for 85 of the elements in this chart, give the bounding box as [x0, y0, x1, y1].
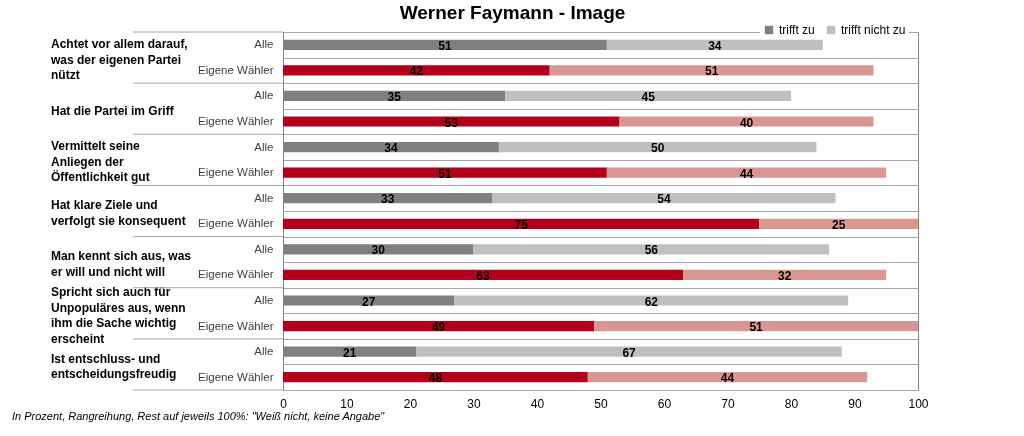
x-tick-label: 90: [848, 396, 862, 411]
data-label: 62: [644, 294, 659, 309]
data-label: 51: [749, 320, 764, 335]
bar: [283, 320, 595, 332]
data-label: 53: [444, 115, 459, 130]
bar: [606, 39, 823, 50]
data-label: 32: [777, 268, 792, 283]
text: Man kennt sich aus, was er will und nicht will: [51, 249, 192, 279]
data-label: 51: [438, 38, 452, 53]
data-label: 34: [708, 38, 722, 53]
x-tick-label: 70: [721, 396, 735, 411]
bar: [283, 167, 607, 178]
bar: [283, 218, 760, 229]
bar: [498, 141, 817, 153]
y-tick-label: Alle: [254, 242, 274, 255]
bar: [283, 372, 588, 383]
y-tick-label: Eigene Wähler: [198, 166, 274, 179]
x-tick-label: 60: [657, 396, 672, 411]
y-tick-label: Alle: [254, 140, 274, 153]
x-tick-label: 20: [403, 396, 418, 411]
x-tick-label: 40: [530, 396, 545, 411]
data-label: 54: [657, 192, 671, 207]
x-tick-label: 80: [784, 396, 799, 411]
bar: [587, 372, 868, 383]
data-label: 34: [384, 141, 398, 156]
bar: [683, 269, 887, 281]
data-label: 30: [371, 243, 386, 258]
bar: [759, 218, 918, 229]
data-label: 40: [739, 115, 754, 130]
x-tick-label: 0: [280, 396, 288, 411]
data-label: 49: [431, 320, 446, 335]
bar: [606, 167, 887, 178]
bar: [492, 193, 836, 204]
data-label: 63: [476, 268, 491, 283]
data-label: 44: [720, 371, 735, 386]
text: Achtet vor allem darauf, was der eigenen Partei nützt: [50, 37, 188, 83]
x-tick-label: 30: [467, 396, 481, 411]
data-label: 35: [387, 89, 402, 104]
data-label: 56: [644, 243, 659, 258]
data-label: 27: [362, 294, 376, 309]
data-label: 75: [514, 217, 529, 232]
text: Hat klare Ziele und verfolgt sie konsequent: [51, 198, 186, 228]
y-tick-label: Eigene Wähler: [198, 370, 274, 383]
chart-title: Werner Faymann - Image: [399, 2, 626, 23]
y-tick-label: Alle: [254, 191, 274, 204]
bar: [283, 65, 550, 76]
y-tick-label: Eigene Wähler: [198, 63, 274, 76]
data-label: 44: [739, 166, 754, 181]
x-tick-label: 100: [908, 396, 929, 411]
y-tick-label: Eigene Wähler: [198, 115, 274, 127]
bar: [594, 320, 918, 332]
y-tick-label: Eigene Wähler: [198, 217, 274, 230]
y-tick-label: Alle: [254, 89, 274, 102]
text: Hat die Partei im Griff: [51, 103, 175, 118]
bar: [416, 346, 842, 357]
data-label: 51: [704, 64, 719, 79]
data-label: 21: [343, 345, 357, 360]
y-tick-label: Eigene Wähler: [198, 319, 274, 332]
data-label: 67: [622, 345, 637, 360]
data-label: 45: [641, 89, 656, 104]
y-tick-label: Alle: [254, 38, 274, 51]
text: Ist entschluss- und entscheidungsfreudig: [51, 351, 177, 382]
bar: [283, 116, 620, 127]
x-tick-label: 10: [340, 396, 354, 411]
bar: [549, 65, 874, 76]
data-label: 48: [428, 371, 443, 386]
text: Spricht sich auch für Unpopuläres aus, wenn ihm die Sache wichtig erscheint: [51, 285, 186, 346]
x-tick-label: 50: [594, 396, 608, 411]
bar: [619, 116, 874, 127]
legend-label: trifft nicht zu: [841, 23, 906, 37]
y-tick-label: Alle: [254, 345, 274, 358]
y-tick-label: Eigene Wähler: [198, 268, 274, 281]
data-label: 33: [381, 192, 395, 207]
bar: [505, 90, 791, 102]
bar: [454, 295, 849, 306]
data-label: 42: [409, 64, 424, 79]
legend-label: trifft zu: [779, 23, 815, 37]
bar: [283, 269, 684, 281]
text: In Prozent, Rangreihung, Rest auf jeweils 100%: "Weiß nicht, keine Angabe": [12, 410, 386, 422]
bar: [473, 244, 830, 255]
data-label: 51: [438, 166, 452, 181]
data-label: 25: [831, 217, 846, 232]
text: Vermittelt seine Anliegen der Öffentlichkeit gut: [51, 139, 150, 185]
y-tick-label: Alle: [254, 294, 274, 306]
data-label: 50: [650, 141, 665, 156]
